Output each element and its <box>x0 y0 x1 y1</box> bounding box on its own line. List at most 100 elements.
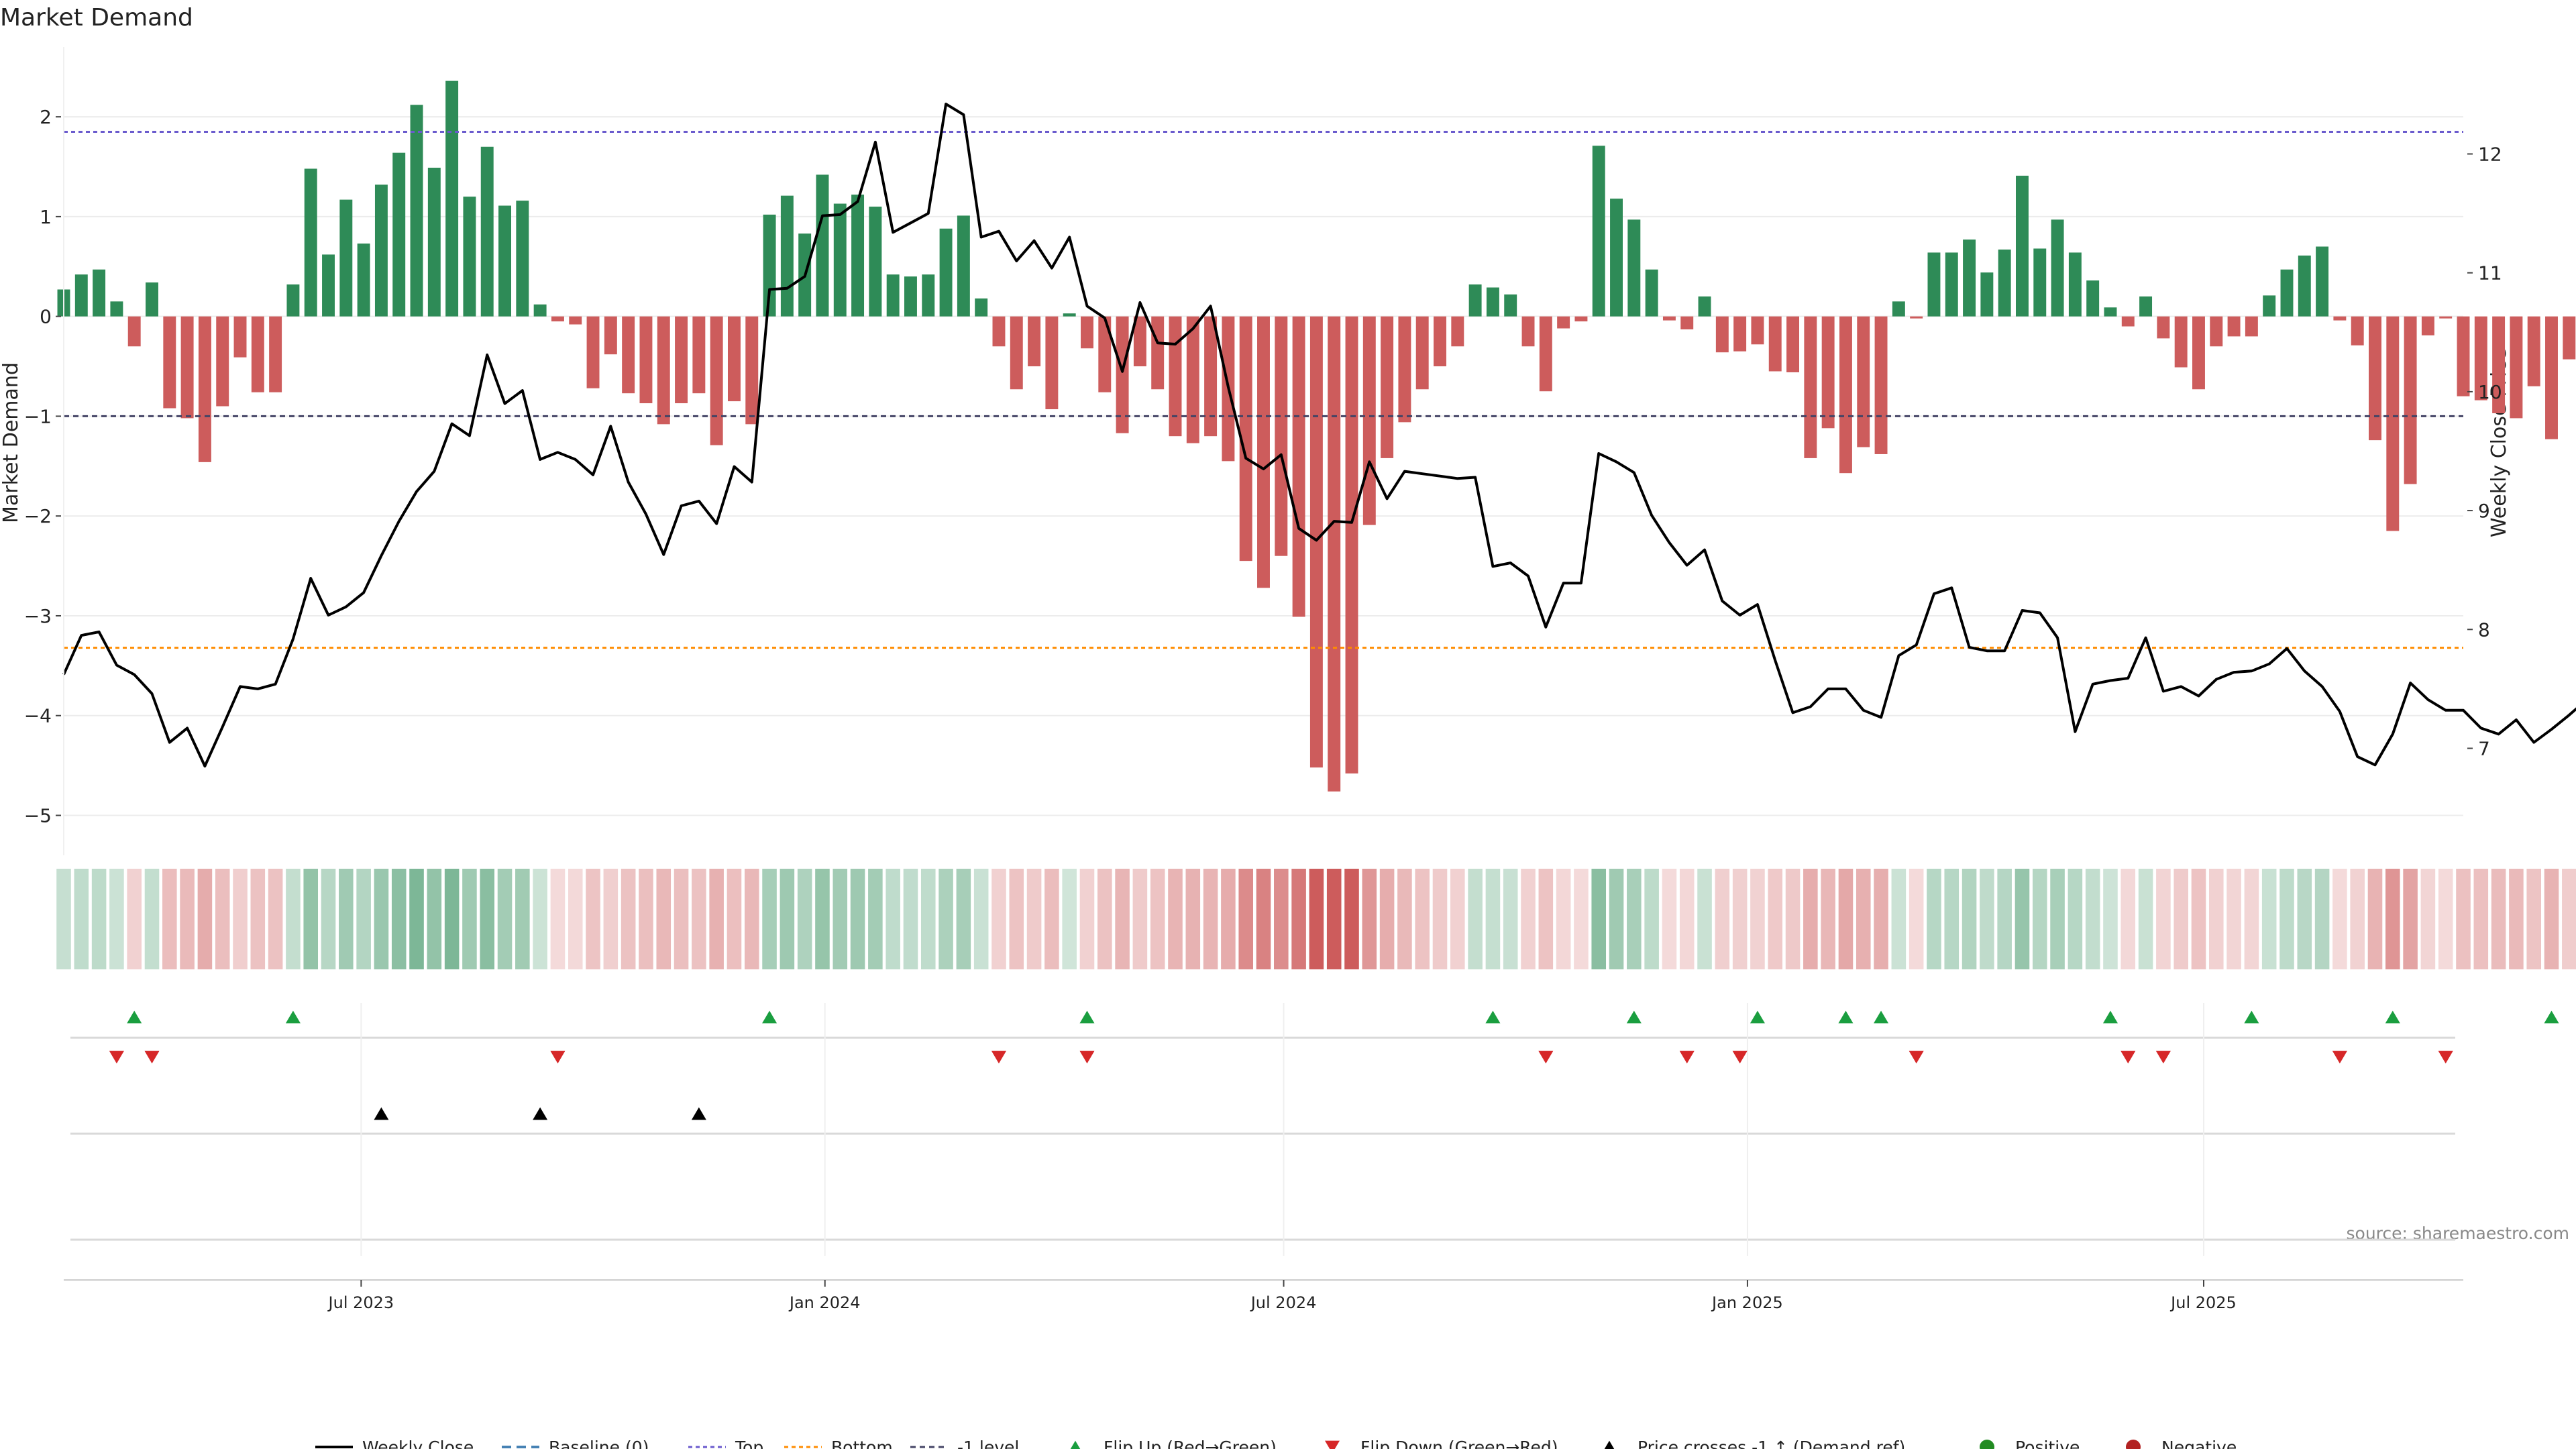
y-tick-label: −3 <box>24 605 52 627</box>
x-tick-label: Jul 2023 <box>327 1293 394 1312</box>
heat-cell <box>2191 869 2206 969</box>
flip-down-marker <box>991 1051 1006 1064</box>
flip-down-marker <box>1732 1051 1748 1064</box>
demand-bar <box>569 316 582 325</box>
legend-label: Baseline (0) <box>549 1438 649 1449</box>
heat-cell <box>321 869 336 969</box>
heat-cell <box>1432 869 1448 969</box>
demand-bar <box>93 269 106 317</box>
heat-cell <box>2015 869 2030 969</box>
y-tick-label: 1 <box>40 206 52 228</box>
heat-cell <box>91 869 107 969</box>
heat-cell <box>444 869 460 969</box>
legend-label: Flip Up (Red→Green) <box>1104 1438 1277 1449</box>
demand-bar <box>1557 316 1570 329</box>
demand-bar <box>2351 316 2364 345</box>
heat-cell <box>850 869 865 969</box>
x-axis: Jul 2023 Jan 2024 Jul 2024 Jan 2025 Jul 2025 <box>64 1279 2463 1312</box>
heat-cell <box>2261 869 2277 969</box>
heat-cell <box>1132 869 1148 969</box>
y-tick-label-right: 12 <box>2478 143 2502 165</box>
demand-bar <box>1081 316 1093 349</box>
heat-cell <box>1450 869 1465 969</box>
heat-cell <box>2367 869 2383 969</box>
heat-cell <box>2121 869 2136 969</box>
heat-cell <box>1344 869 1359 969</box>
demand-bar <box>1133 316 1146 367</box>
demand-bar <box>2439 316 2453 319</box>
heat-cell <box>656 869 672 969</box>
demand-bar <box>1980 272 1994 317</box>
heat-cell <box>391 869 407 969</box>
heat-cell <box>674 869 689 969</box>
flip-down-marker <box>550 1051 566 1064</box>
demand-bar <box>2492 316 2506 413</box>
heat-cell <box>1379 869 1395 969</box>
flip-up-marker <box>1750 1010 1765 1024</box>
heat-cell <box>780 869 795 969</box>
flip-down-marker <box>144 1051 160 1064</box>
demand-bar <box>2474 316 2487 400</box>
demand-bar <box>286 284 300 317</box>
weekly-close-series <box>62 103 2576 768</box>
demand-bar <box>1186 316 1199 443</box>
heat-cell <box>1097 869 1112 969</box>
y-tick-label-right: 7 <box>2478 738 2490 760</box>
demand-bar <box>1434 316 1446 367</box>
heat-cell <box>480 869 495 969</box>
x-tick-label: Jan 2025 <box>1711 1293 1783 1312</box>
heat-cell <box>1785 869 1801 969</box>
demand-bar <box>1574 316 1588 322</box>
heat-cell <box>427 869 442 969</box>
flip-up-marker <box>1874 1010 1889 1024</box>
demand-bar <box>1381 316 1394 458</box>
heat-cell <box>815 869 830 969</box>
demand-bar <box>763 214 776 317</box>
demand-bar <box>710 316 723 445</box>
event-markers <box>70 1003 2559 1256</box>
demand-bar <box>2404 316 2417 484</box>
heat-cell <box>2032 869 2047 969</box>
demand-bar <box>180 316 194 419</box>
heat-cell <box>303 869 319 969</box>
heat-cell <box>2050 869 2065 969</box>
heat-cell <box>109 869 124 969</box>
demand-bar <box>2174 316 2188 368</box>
heat-cell <box>2526 869 2541 969</box>
flip-up-marker <box>2102 1010 2118 1024</box>
heat-cell <box>233 869 248 969</box>
flip-down-marker <box>1079 1051 1095 1064</box>
demand-bar <box>304 168 317 317</box>
flip-up-marker <box>1626 1010 1642 1024</box>
demand-bar <box>2227 316 2241 337</box>
heat-cell <box>2208 869 2224 969</box>
demand-bar <box>2316 246 2329 317</box>
demand-bar <box>2139 296 2153 317</box>
legend-label: Price crosses -1 ↑ (Demand ref) <box>1638 1438 1905 1449</box>
heat-cell <box>1362 869 1377 969</box>
heat-cell <box>797 869 812 969</box>
legend-marker-flip-up <box>1070 1440 1081 1449</box>
demand-bar <box>622 316 635 394</box>
heat-cell <box>1821 869 1835 969</box>
heat-cell <box>1468 869 1483 969</box>
heat-cell <box>1944 869 1960 969</box>
demand-bar <box>1398 316 1411 423</box>
demand-bar <box>1680 316 1694 330</box>
heat-cell <box>2491 869 2506 969</box>
demand-bar <box>1309 316 1323 768</box>
demand-bar <box>1539 316 1552 392</box>
heat-cell <box>2279 869 2294 969</box>
demand-bar <box>2369 316 2381 441</box>
legend-label: Bottom <box>831 1438 893 1449</box>
demand-bar <box>1892 301 1905 317</box>
heat-cell <box>586 869 600 969</box>
heat-cell <box>1238 869 1253 969</box>
heat-cell <box>533 869 547 969</box>
price-cross-marker <box>374 1107 389 1120</box>
heat-cell <box>1856 869 1871 969</box>
heat-cell <box>1168 869 1183 969</box>
heat-cell <box>1997 869 2012 969</box>
heat-cell <box>956 869 971 969</box>
